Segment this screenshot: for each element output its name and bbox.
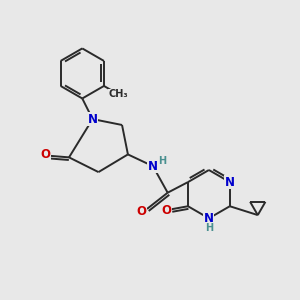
Text: CH₃: CH₃ — [108, 89, 128, 99]
Text: O: O — [137, 205, 147, 218]
Text: H: H — [205, 223, 213, 233]
Text: H: H — [158, 156, 166, 166]
Text: N: N — [88, 112, 98, 126]
Text: N: N — [204, 212, 214, 225]
Text: O: O — [161, 204, 172, 217]
Text: N: N — [148, 160, 158, 173]
Text: O: O — [40, 148, 50, 161]
Text: N: N — [225, 176, 235, 189]
